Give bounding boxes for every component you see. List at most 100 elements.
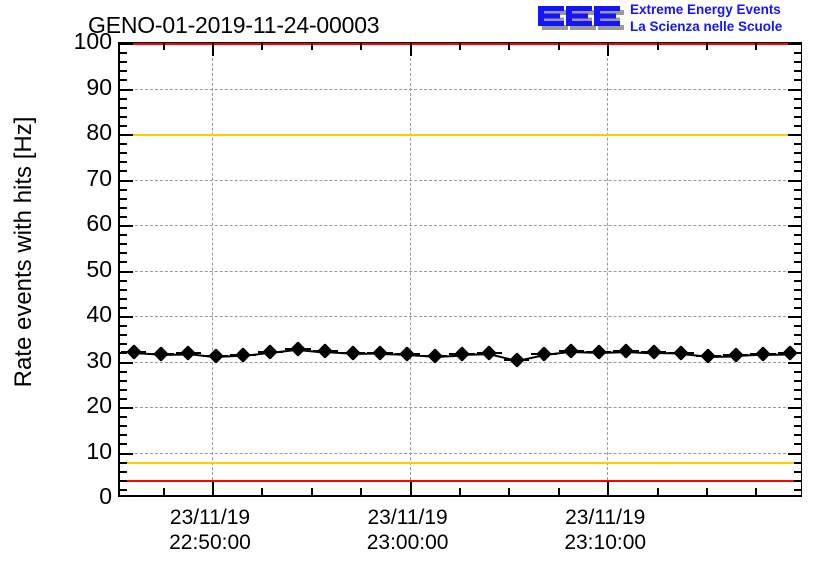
y-axis-minor-tick xyxy=(794,206,801,209)
y-axis-tick-label: 0 xyxy=(99,483,112,509)
lower-red-limit xyxy=(120,479,801,482)
x-axis-minor-tick xyxy=(261,488,264,495)
data-point-marker[interactable] xyxy=(618,343,634,359)
y-axis-minor-tick xyxy=(794,115,801,118)
x-axis-major-tick xyxy=(211,482,214,495)
y-axis-tick-label: 80 xyxy=(86,119,112,145)
x-axis-minor-tick xyxy=(360,43,363,50)
gridline-horizontal xyxy=(120,88,801,90)
x-axis-major-tick xyxy=(409,482,412,495)
eee-logo: Extreme Energy Events La Scienza nelle S… xyxy=(536,2,832,36)
y-axis-minor-tick xyxy=(120,234,127,237)
y-axis-tick-label: 10 xyxy=(86,437,112,464)
y-axis-minor-tick xyxy=(120,206,127,209)
y-axis-minor-tick xyxy=(794,306,801,309)
y-axis-major-tick xyxy=(120,316,133,318)
y-axis-minor-tick xyxy=(794,106,801,109)
y-axis-minor-tick xyxy=(120,152,127,155)
y-axis-minor-tick xyxy=(120,79,127,82)
y-axis-minor-tick xyxy=(120,443,127,446)
data-point-marker[interactable] xyxy=(481,345,498,362)
y-axis-minor-tick xyxy=(120,461,127,464)
y-axis-minor-tick xyxy=(120,334,127,337)
data-point-marker[interactable] xyxy=(262,344,279,360)
y-axis-tick-label: 90 xyxy=(86,73,112,100)
y-axis-minor-tick xyxy=(794,325,801,328)
data-point-marker[interactable] xyxy=(399,345,416,362)
data-point-marker[interactable] xyxy=(673,345,689,361)
y-axis-minor-tick xyxy=(794,215,801,218)
data-point-marker[interactable] xyxy=(180,345,197,362)
gridline-horizontal xyxy=(120,407,801,408)
y-axis-minor-tick xyxy=(120,52,127,55)
y-axis-tick-label: 70 xyxy=(86,164,112,191)
y-axis-minor-tick xyxy=(120,288,127,291)
x-axis-minor-tick xyxy=(310,488,313,495)
y-axis-major-tick xyxy=(788,134,801,136)
y-axis-minor-tick xyxy=(120,97,127,100)
y-axis-major-tick xyxy=(120,407,133,409)
x-axis-minor-tick xyxy=(705,43,708,50)
data-point-marker[interactable] xyxy=(563,343,580,359)
data-point-marker[interactable] xyxy=(454,346,470,362)
x-axis-minor-tick xyxy=(755,43,758,50)
x-axis-minor-tick xyxy=(162,43,165,50)
y-axis-minor-tick xyxy=(794,470,801,473)
gridline-horizontal xyxy=(120,452,801,454)
y-axis-minor-tick xyxy=(794,70,801,73)
y-axis-minor-tick xyxy=(120,161,127,164)
y-axis-minor-tick xyxy=(120,279,127,282)
x-axis-minor-tick xyxy=(458,488,461,495)
y-axis-minor-tick xyxy=(120,124,127,127)
y-axis-minor-tick xyxy=(794,388,801,391)
plot-area xyxy=(120,43,801,495)
data-point-marker[interactable] xyxy=(372,345,388,361)
x-axis-minor-tick xyxy=(508,488,511,495)
y-axis-minor-tick xyxy=(794,379,801,382)
data-point-marker[interactable] xyxy=(755,345,771,362)
y-axis-tick-label: 50 xyxy=(86,255,112,282)
y-axis-minor-tick xyxy=(120,306,127,309)
data-point-marker[interactable] xyxy=(536,346,552,362)
y-axis-minor-tick xyxy=(794,343,801,346)
data-point-marker[interactable] xyxy=(125,344,142,360)
y-axis-major-tick xyxy=(120,452,133,455)
x-axis-minor-tick xyxy=(508,43,511,50)
y-axis-major-tick xyxy=(788,179,801,182)
y-axis-minor-tick xyxy=(120,425,127,428)
x-axis-minor-tick xyxy=(656,43,659,50)
y-axis-minor-tick xyxy=(120,188,127,191)
gridline-vertical xyxy=(211,43,213,495)
data-point-marker[interactable] xyxy=(317,343,333,360)
y-axis-minor-tick xyxy=(794,252,801,255)
gridline-vertical xyxy=(409,43,411,495)
y-axis-major-tick xyxy=(120,225,133,227)
data-point-marker[interactable] xyxy=(290,340,306,357)
x-axis-minor-tick xyxy=(261,43,264,50)
y-axis-minor-tick xyxy=(120,252,127,255)
y-axis-minor-tick xyxy=(120,243,127,246)
x-tick-time: 23:10:00 xyxy=(564,531,647,554)
y-axis-minor-tick xyxy=(794,234,801,237)
y-axis-minor-tick xyxy=(794,397,801,400)
data-point-marker[interactable] xyxy=(153,345,169,362)
y-axis-minor-tick xyxy=(120,388,127,391)
eee-logo-mark-icon xyxy=(538,6,624,30)
y-axis-minor-tick xyxy=(120,197,127,200)
x-axis-minor-tick xyxy=(458,43,461,50)
y-axis-minor-tick xyxy=(120,106,127,109)
gridline-vertical xyxy=(607,43,609,495)
y-axis-minor-tick xyxy=(794,461,801,464)
y-axis-minor-tick xyxy=(794,334,801,337)
y-axis-major-tick xyxy=(120,361,133,364)
y-axis-minor-tick xyxy=(794,97,801,100)
y-axis-minor-tick xyxy=(120,215,127,218)
data-point-marker[interactable] xyxy=(508,352,525,368)
x-axis-minor-tick xyxy=(656,488,659,495)
data-point-marker[interactable] xyxy=(591,344,607,360)
data-point-marker[interactable] xyxy=(645,344,662,361)
y-axis-major-tick xyxy=(120,134,133,136)
data-point-marker[interactable] xyxy=(344,345,361,362)
y-axis-tick-label: 60 xyxy=(86,210,112,236)
